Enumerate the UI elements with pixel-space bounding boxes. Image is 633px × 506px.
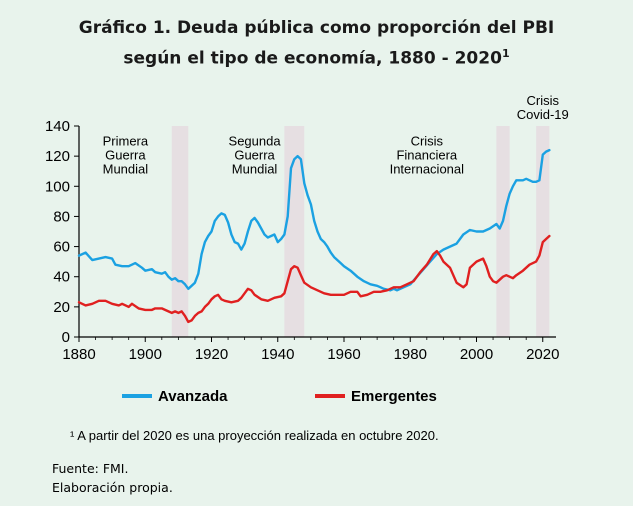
annotation-line: Financiera [396,148,457,163]
source-note: Fuente: FMI. Elaboración propia. [52,459,173,497]
credit-line: Elaboración propia. [52,480,173,495]
footnote: ¹ A partir del 2020 es una proyección re… [70,428,439,443]
series-line-avanzada [77,148,551,292]
title-line-1: Gráfico 1. Deuda pública como proporción… [78,18,555,38]
series-line-emergentes [77,234,551,324]
y-tick-label: 0 [62,329,70,346]
line-chart: 0 20 40 60 80 100 120 140 1880 1900 1920 1940 1960 19… [45,93,569,405]
x-tick-label: 2000 [460,346,493,363]
annotation-label: Crisis Covid-19 [517,93,569,122]
annotation-label: Segunda Guerra Mundial [229,134,282,177]
annotation-line: Guerra [105,148,146,163]
y-tick-label: 80 [53,208,70,225]
y-tick-label: 100 [45,178,70,195]
x-tick-label: 1900 [129,346,162,363]
annotation-line: Crisis [527,93,560,108]
y-tick-label: 60 [53,239,70,256]
axes: 0 20 40 60 80 100 120 140 1880 1900 1920 1940 1960 19… [45,118,559,363]
x-tick-label: 1980 [394,346,427,363]
y-tick-label: 40 [53,269,70,286]
annotation-line: Crisis [411,134,444,149]
x-tick-label: 1920 [195,346,228,363]
title-line-2-text: según el tipo de economía, 1880 - 2020 [123,48,502,69]
x-tick-label: 1880 [62,346,95,363]
annotation-line: Guerra [234,148,275,163]
title-superscript: 1 [501,47,510,60]
shaded-period [171,126,189,337]
annotation-label: Primera Guerra Mundial [103,134,149,177]
shaded-period [496,126,510,337]
legend-label: Emergentes [351,388,437,405]
y-tick-label: 120 [45,148,70,165]
legend: Avanzada Emergentes [122,388,437,405]
legend-label: Avanzada [158,388,228,405]
annotation-line: Mundial [232,162,278,177]
annotation-line: Primera [103,134,149,149]
chart-title: Gráfico 1. Deuda pública como proporción… [0,16,633,72]
x-tick-label: 1940 [261,346,294,363]
x-tick-label: 1960 [327,346,360,363]
y-tick-label: 140 [45,118,70,135]
x-tick-label: 2020 [526,346,559,363]
annotation-line: Internacional [390,162,465,177]
annotation-line: Covid-19 [517,107,569,122]
title-line-2: según el tipo de economía, 1880 - 20201 [0,41,633,72]
source-line: Fuente: FMI. [52,461,129,476]
annotation-line: Segunda [229,134,282,149]
annotation-line: Mundial [103,162,149,177]
series-lines [77,148,551,324]
annotation-label: Crisis Financiera Internacional [390,134,465,177]
shaded-periods [171,126,550,337]
y-tick-label: 20 [53,299,70,316]
